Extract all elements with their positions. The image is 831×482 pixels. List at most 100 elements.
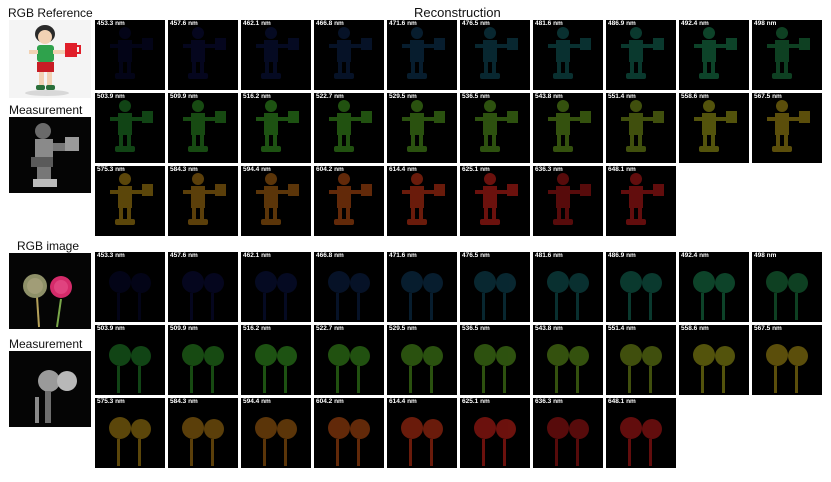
wavelength-label: 558.6 nm (681, 325, 709, 332)
spectral-tile: 509.9 nm (168, 325, 238, 395)
wavelength-label: 551.4 nm (608, 325, 636, 332)
spectral-tile: 466.8 nm (314, 20, 384, 90)
wavelength-label: 648.1 nm (608, 166, 636, 173)
wavelength-label: 481.6 nm (535, 252, 563, 259)
wavelength-label: 625.1 nm (462, 166, 490, 173)
spectral-tile: 509.9 nm (168, 93, 238, 163)
rgb-reference-image (9, 20, 91, 98)
spectral-tile: 567.5 nm (752, 325, 822, 395)
spectral-tile-image (533, 325, 603, 395)
spectral-tile-image (168, 20, 238, 90)
spectral-tile-image (679, 20, 749, 90)
spectral-tile: 457.6 nm (168, 20, 238, 90)
spectral-tile: 503.9 nm (95, 325, 165, 395)
spectral-tile-image (387, 93, 457, 163)
wavelength-label: 594.4 nm (243, 398, 271, 405)
spectral-tile: 584.3 nm (168, 398, 238, 468)
wavelength-label: 551.4 nm (608, 93, 636, 100)
wavelength-label: 567.5 nm (754, 93, 782, 100)
spectral-tile-image (606, 166, 676, 236)
spectral-tile-image (606, 398, 676, 468)
wavelength-label: 636.3 nm (535, 166, 563, 173)
spectral-tile-image (679, 93, 749, 163)
rgb-image (9, 253, 91, 329)
spectral-tile-image (95, 166, 165, 236)
spectral-tile: 604.2 nm (314, 166, 384, 236)
wavelength-label: 481.6 nm (535, 20, 563, 27)
spectral-tile-image (387, 166, 457, 236)
measurement-image-2 (9, 351, 91, 427)
wavelength-label: 543.8 nm (535, 93, 563, 100)
spectral-tile-image (460, 166, 530, 236)
spectral-tile-image (679, 252, 749, 322)
wavelength-label: 498 nm (754, 20, 777, 27)
spectral-tile-image (314, 325, 384, 395)
spectral-tile: 575.3 nm (95, 166, 165, 236)
wavelength-label: 516.2 nm (243, 325, 271, 332)
spectral-tile-image (387, 398, 457, 468)
spectral-tile: 648.1 nm (606, 398, 676, 468)
spectral-tile-image (387, 252, 457, 322)
spectral-tile: 594.4 nm (241, 398, 311, 468)
spectral-tile: 604.2 nm (314, 398, 384, 468)
measurement-image-1 (9, 117, 91, 193)
spectral-tile-image (533, 93, 603, 163)
wavelength-label: 486.9 nm (608, 20, 636, 27)
wavelength-label: 462.1 nm (243, 20, 271, 27)
spectral-tile: 492.4 nm (679, 252, 749, 322)
wavelength-label: 584.3 nm (170, 166, 198, 173)
spectral-tile-image (387, 20, 457, 90)
spectral-tile-image (752, 252, 822, 322)
spectral-tile-image (606, 252, 676, 322)
spectral-tile-image (95, 325, 165, 395)
spectral-tile: 529.5 nm (387, 325, 457, 395)
reconstruction-title: Reconstruction (414, 5, 501, 20)
spectral-tile: 567.5 nm (752, 93, 822, 163)
wavelength-label: 625.1 nm (462, 398, 490, 405)
wavelength-label: 466.8 nm (316, 20, 344, 27)
spectral-tile: 516.2 nm (241, 93, 311, 163)
spectral-tile: 625.1 nm (460, 166, 530, 236)
spectral-tile-image (460, 252, 530, 322)
spectral-tile-image (168, 325, 238, 395)
measurement-label-2: Measurement (9, 337, 83, 351)
spectral-tile: 551.4 nm (606, 325, 676, 395)
spectral-tile: 625.1 nm (460, 398, 530, 468)
wavelength-label: 471.6 nm (389, 20, 417, 27)
wavelength-label: 492.4 nm (681, 20, 709, 27)
wavelength-label: 558.6 nm (681, 93, 709, 100)
spectral-tile: 594.4 nm (241, 166, 311, 236)
wavelength-label: 522.7 nm (316, 325, 344, 332)
spectral-tile-image (533, 20, 603, 90)
wavelength-label: 486.9 nm (608, 252, 636, 259)
spectral-tile: 481.6 nm (533, 20, 603, 90)
spectral-tile: 516.2 nm (241, 325, 311, 395)
spectral-tile: 462.1 nm (241, 252, 311, 322)
spectral-tile: 481.6 nm (533, 252, 603, 322)
spectral-tile-image (387, 325, 457, 395)
spectral-tile-image (752, 93, 822, 163)
wavelength-label: 529.5 nm (389, 93, 417, 100)
rgb-reference-label: RGB Reference (8, 6, 93, 20)
wavelength-label: 516.2 nm (243, 93, 271, 100)
spectral-tile: 466.8 nm (314, 252, 384, 322)
spectral-tile: 536.5 nm (460, 325, 530, 395)
spectral-tile: 492.4 nm (679, 20, 749, 90)
spectral-tile: 584.3 nm (168, 166, 238, 236)
spectral-tile: 522.7 nm (314, 325, 384, 395)
wavelength-label: 648.1 nm (608, 398, 636, 405)
spectral-tile: 498 nm (752, 252, 822, 322)
spectral-tile: 558.6 nm (679, 93, 749, 163)
spectral-tile-image (314, 20, 384, 90)
wavelength-label: 462.1 nm (243, 252, 271, 259)
spectral-tile-image (241, 398, 311, 468)
spectral-tile-image (460, 398, 530, 468)
spectral-tile: 522.7 nm (314, 93, 384, 163)
wavelength-label: 453.3 nm (97, 252, 125, 259)
spectral-tile-image (168, 166, 238, 236)
spectral-tile: 558.6 nm (679, 325, 749, 395)
spectral-tile-image (679, 325, 749, 395)
wavelength-label: 466.8 nm (316, 252, 344, 259)
spectral-tile: 551.4 nm (606, 93, 676, 163)
spectral-tile-image (606, 93, 676, 163)
